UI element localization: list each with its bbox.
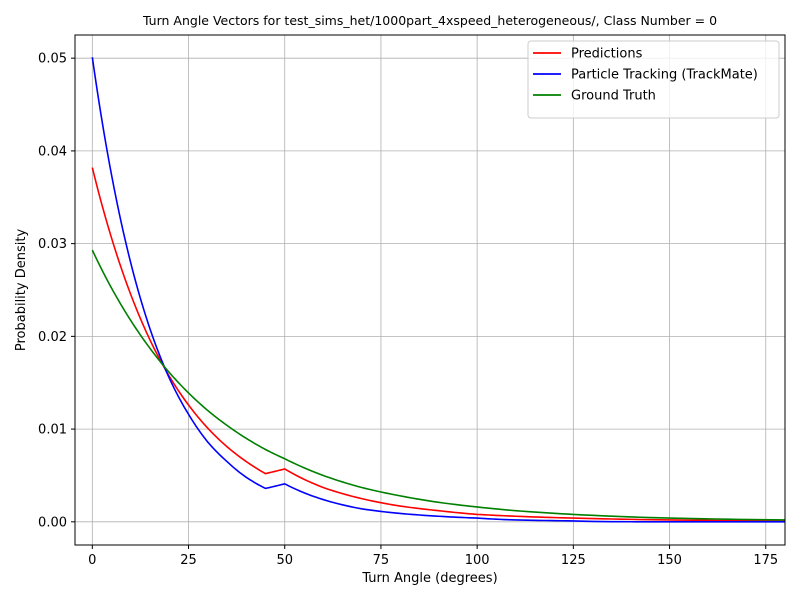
series-line-2: [91, 249, 785, 521]
x-axis-label: Turn Angle (degrees): [361, 571, 497, 586]
series-line-0: [91, 167, 785, 522]
plot-frame: [74, 34, 786, 546]
x-tick-label: 75: [373, 553, 390, 568]
legend-box: [527, 40, 780, 119]
y-tick-label: 0.03: [38, 237, 67, 252]
y-tick-label: 0.05: [38, 52, 67, 67]
x-tick-label: 175: [753, 553, 778, 568]
y-tick-label: 0.04: [38, 144, 67, 159]
x-tick-label: 100: [465, 553, 490, 568]
y-axis-label: Probability Density: [14, 229, 29, 352]
x-axis-ticks: 0 25 50 75 100 125 150 175: [88, 545, 778, 568]
x-tick-label: 50: [276, 553, 293, 568]
x-tick-label: 25: [180, 553, 197, 568]
series-lines: [91, 57, 785, 523]
chart-title: Turn Angle Vectors for test_sims_het/100…: [142, 13, 717, 28]
x-tick-label: 150: [657, 553, 682, 568]
y-tick-label: 0.01: [38, 423, 67, 438]
x-tick-label: 125: [561, 553, 586, 568]
legend-label: Particle Tracking (TrackMate): [571, 68, 758, 83]
x-tick-label: 0: [88, 553, 96, 568]
series-line-1: [91, 57, 785, 523]
y-axis-ticks: 0.00 0.01 0.02 0.03 0.04 0.05: [38, 52, 75, 530]
legend-label: Predictions: [571, 47, 643, 62]
legend-label: Ground Truth: [571, 89, 656, 104]
y-tick-label: 0.02: [38, 330, 67, 345]
y-tick-label: 0.00: [38, 515, 67, 530]
legend: Predictions Particle Tracking (TrackMate)…: [527, 40, 780, 119]
